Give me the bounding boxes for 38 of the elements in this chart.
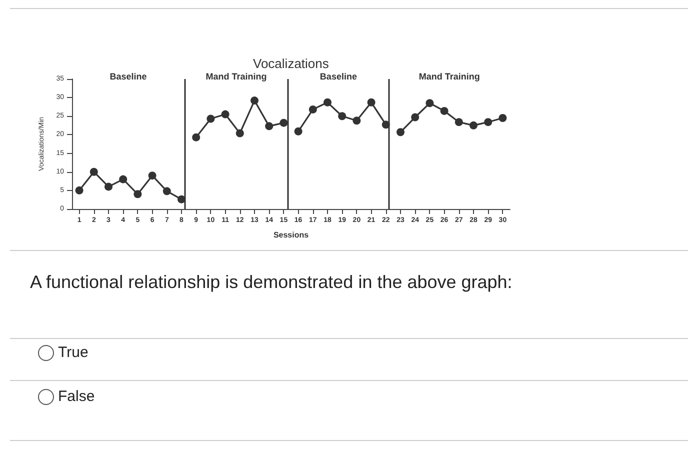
point [206, 114, 215, 123]
x-axis-title: Sessions [273, 230, 310, 240]
point [426, 99, 434, 108]
point [454, 118, 463, 126]
chart-title: Vocalizations [253, 56, 330, 71]
point [250, 96, 258, 105]
point [192, 133, 200, 142]
point [470, 121, 478, 130]
annotation: Baseline [320, 72, 357, 82]
point [440, 106, 448, 115]
point [411, 113, 420, 122]
text: A functional relationship is demonstrated in the above graph: [30, 272, 512, 293]
point [236, 129, 244, 138]
point [178, 195, 186, 204]
point [338, 112, 346, 120]
point [104, 182, 112, 191]
point [367, 98, 376, 106]
point [75, 186, 84, 194]
point [498, 114, 507, 122]
point [484, 118, 492, 126]
point [148, 172, 156, 180]
point [396, 128, 404, 136]
point [119, 175, 128, 184]
point [294, 127, 302, 136]
text: True [58, 344, 88, 361]
text: False [58, 388, 95, 405]
point [352, 116, 361, 125]
point [90, 168, 98, 176]
point [280, 118, 288, 127]
annotation: Mand Training [206, 72, 267, 82]
point [134, 190, 142, 198]
point [308, 105, 317, 114]
annotation: Mand Training [418, 72, 480, 82]
point [324, 98, 332, 106]
annotation: Baseline [110, 72, 147, 82]
point [221, 110, 230, 118]
point [162, 187, 171, 196]
point [265, 122, 274, 130]
